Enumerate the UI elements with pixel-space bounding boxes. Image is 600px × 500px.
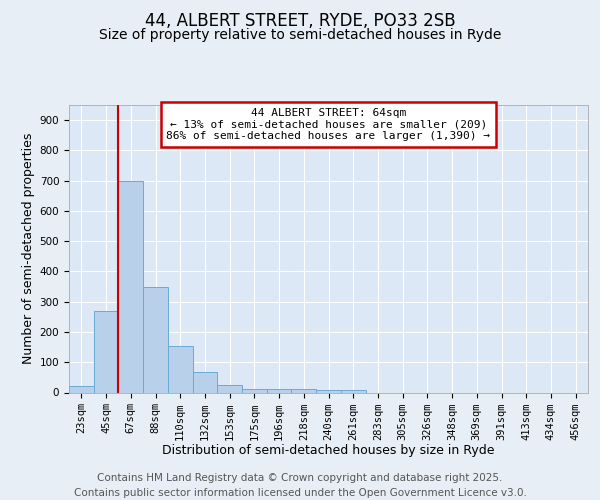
Bar	[242, 389, 267, 392]
Text: Contains HM Land Registry data © Crown copyright and database right 2025.
Contai: Contains HM Land Registry data © Crown c…	[74, 472, 526, 498]
Text: 44 ALBERT STREET: 64sqm
← 13% of semi-detached houses are smaller (209)
86% of s: 44 ALBERT STREET: 64sqm ← 13% of semi-de…	[167, 108, 491, 141]
Bar	[217, 385, 242, 392]
Bar	[94, 311, 118, 392]
Bar	[341, 390, 365, 392]
Bar	[168, 346, 193, 393]
Bar	[316, 390, 341, 392]
Bar	[69, 386, 94, 392]
Bar	[267, 389, 292, 392]
Bar	[292, 388, 316, 392]
Text: 44, ALBERT STREET, RYDE, PO33 2SB: 44, ALBERT STREET, RYDE, PO33 2SB	[145, 12, 455, 30]
Text: Size of property relative to semi-detached houses in Ryde: Size of property relative to semi-detach…	[99, 28, 501, 42]
Bar	[143, 286, 168, 393]
Bar	[118, 180, 143, 392]
Y-axis label: Number of semi-detached properties: Number of semi-detached properties	[22, 133, 35, 364]
X-axis label: Distribution of semi-detached houses by size in Ryde: Distribution of semi-detached houses by …	[162, 444, 495, 457]
Bar	[193, 372, 217, 392]
